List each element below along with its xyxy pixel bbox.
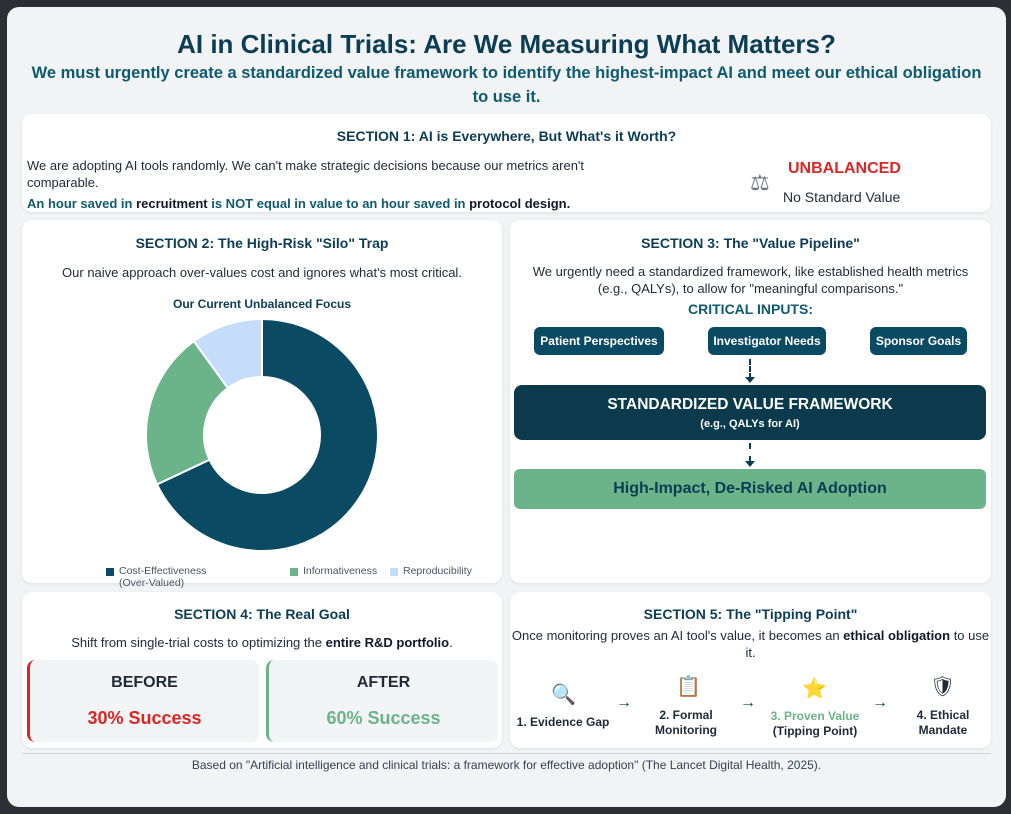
- step-1-label: 1. Evidence Gap: [516, 715, 610, 729]
- text-emphasis: ethical obligation: [843, 628, 951, 643]
- step-4-label-2: Mandate: [918, 723, 968, 737]
- section-3-panel: SECTION 3: The "Value Pipeline" We urgen…: [510, 220, 991, 583]
- framework-subtitle: (e.g., QALYs for AI): [700, 418, 800, 430]
- outcome-box: High-Impact, De-Risked AI Adoption: [514, 469, 986, 509]
- legend-item-informativeness[interactable]: Informativeness: [303, 565, 378, 577]
- infographic-card: AI in Clinical Trials: Are We Measuring …: [7, 7, 1006, 807]
- text-part: Shift from single-trial costs to optimiz…: [71, 635, 326, 650]
- section-1-text: We are adopting AI tools randomly. We ca…: [27, 158, 585, 190]
- highlight-part: .: [566, 196, 571, 211]
- section-2-title: SECTION 2: The High-Risk "Silo" Trap: [135, 235, 389, 251]
- section-3-title: SECTION 3: The "Value Pipeline": [641, 235, 860, 251]
- star-icon: ⭐: [802, 678, 827, 700]
- step-2: 2. Formal Monitoring: [641, 708, 731, 738]
- before-value: 30% Success: [87, 708, 202, 728]
- step-4: 4. Ethical Mandate: [900, 708, 986, 738]
- slice-reproducibility[interactable]: [192, 317, 263, 390]
- critical-inputs-title: CRITICAL INPUTS:: [688, 301, 813, 317]
- legend-item-reproducibility[interactable]: Reproducibility: [403, 565, 472, 577]
- framework-box: STANDARDIZED VALUE FRAMEWORK (e.g., QALY…: [514, 385, 986, 440]
- section-1-panel: SECTION 1: AI is Everywhere, But What's …: [22, 114, 991, 212]
- before-card: BEFORE 30% Success: [27, 660, 259, 742]
- arrow-right-icon: →: [740, 694, 756, 711]
- text-part: Once monitoring proves an AI tool's valu…: [511, 628, 844, 643]
- step-1: 1. Evidence Gap: [510, 715, 616, 730]
- text-part: .: [449, 635, 453, 650]
- step-4-label: 4. Ethical: [916, 708, 970, 722]
- section-5-text: Once monitoring proves an AI tool's valu…: [510, 627, 991, 661]
- before-label: BEFORE: [111, 674, 178, 691]
- section-2-text: Our naive approach over-values cost and …: [62, 265, 462, 280]
- legend-label-cost-note: (Over-Valued): [119, 577, 185, 589]
- page-title: AI in Clinical Trials: Are We Measuring …: [177, 29, 836, 59]
- clipboard-icon: 📋: [676, 676, 701, 698]
- legend-swatch-informativeness: [290, 568, 298, 576]
- arrow-right-icon: →: [872, 694, 888, 711]
- framework-title: STANDARDIZED VALUE FRAMEWORK: [607, 396, 893, 413]
- slice-informativeness[interactable]: [145, 339, 230, 486]
- scale-icon: ⚖: [750, 170, 770, 195]
- magnifier-icon: 🔍: [551, 684, 576, 706]
- after-value: 60% Success: [326, 708, 441, 728]
- legend-swatch-reproducibility: [390, 568, 398, 576]
- footer-citation: Based on "Artificial intelligence and cl…: [191, 758, 822, 772]
- step-2-label: 2. Formal: [659, 708, 713, 722]
- section-2-panel: SECTION 2: The High-Risk "Silo" Trap Our…: [22, 220, 502, 589]
- step-3: 3. Proven Value (Tipping Point): [760, 709, 870, 739]
- section-4-panel: SECTION 4: The Real Goal Shift from sing…: [22, 592, 502, 748]
- page-subtitle: We must urgently create a standardized v…: [31, 64, 982, 106]
- status-title: UNBALANCED: [788, 160, 901, 177]
- input-pill-patient: Patient Perspectives: [534, 327, 664, 355]
- section-4-text: Shift from single-trial costs to optimiz…: [22, 634, 502, 651]
- step-3-label: 3. Proven Value: [770, 709, 860, 723]
- shield-icon: 🛡: [930, 676, 956, 698]
- arrow-line: [749, 443, 751, 462]
- highlight-part: is NOT equal in value to an hour saved i…: [207, 196, 470, 211]
- text-emphasis: entire R&D portfolio: [325, 635, 450, 650]
- arrow-line: [749, 359, 751, 379]
- section-4-title: SECTION 4: The Real Goal: [174, 606, 350, 622]
- step-2-label-2: Monitoring: [655, 723, 717, 737]
- highlight-term-protocol: protocol design: [469, 196, 567, 211]
- chart-title: Our Current Unbalanced Focus: [172, 297, 352, 311]
- legend-item-cost[interactable]: Cost-Effectiveness (Over-Valued): [119, 565, 206, 589]
- arrow-down-icon: [745, 461, 755, 467]
- slice-cost-effectiveness[interactable]: [155, 317, 379, 552]
- donut-chart: [145, 317, 379, 552]
- legend-swatch-cost: [106, 568, 114, 576]
- arrow-right-icon: →: [616, 694, 632, 711]
- section-1-highlight: An hour saved in recruitment is NOT equa…: [27, 195, 727, 212]
- legend-label-cost: Cost-Effectiveness: [119, 565, 207, 577]
- input-pill-investigator: Investigator Needs: [708, 327, 826, 355]
- after-card: AFTER 60% Success: [266, 660, 498, 742]
- section-5-title: SECTION 5: The "Tipping Point": [643, 606, 858, 622]
- after-label: AFTER: [356, 674, 411, 691]
- section-3-text: We urgently need a standardized framewor…: [532, 264, 969, 296]
- status-subtitle: No Standard Value: [783, 189, 901, 205]
- footer-divider: [22, 753, 991, 754]
- text-part: to use it.: [745, 628, 990, 660]
- section-1-title: SECTION 1: AI is Everywhere, But What's …: [336, 128, 677, 144]
- highlight-term-recruitment: recruitment: [136, 196, 208, 211]
- input-pill-sponsor: Sponsor Goals: [870, 327, 967, 355]
- step-3-label-2: (Tipping Point): [772, 724, 858, 738]
- section-5-panel: SECTION 5: The "Tipping Point" Once moni…: [510, 592, 991, 748]
- highlight-part: An hour saved in: [27, 196, 137, 211]
- arrow-down-icon: [745, 377, 755, 383]
